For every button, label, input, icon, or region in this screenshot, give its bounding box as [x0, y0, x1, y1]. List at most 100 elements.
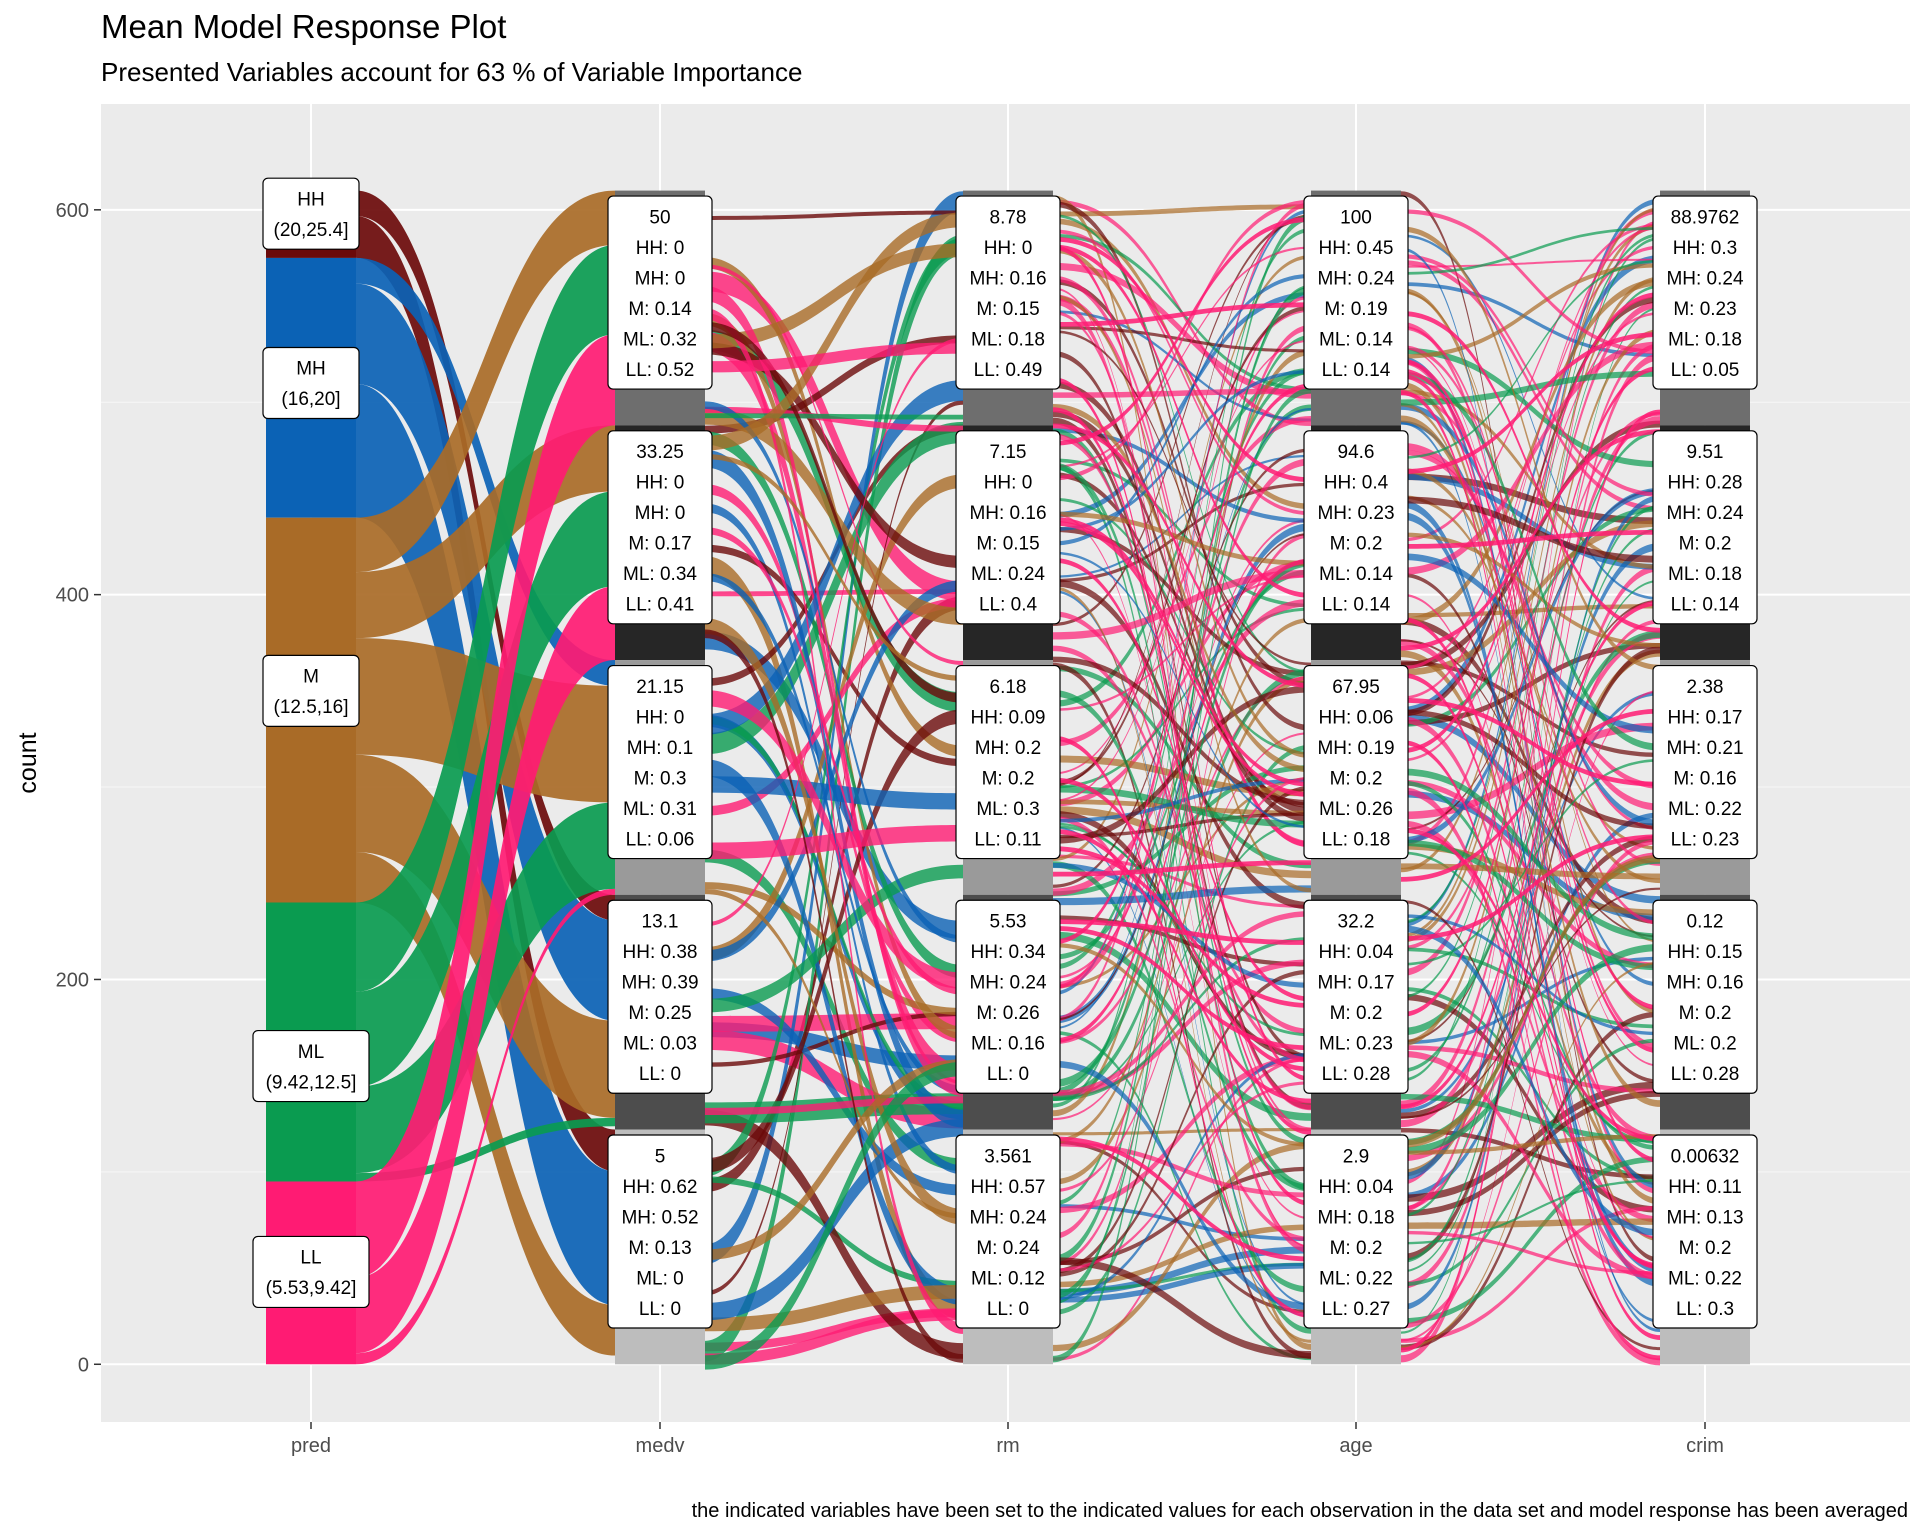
flow-strand [1053, 428, 1311, 523]
flow-strand [705, 824, 963, 860]
label-line: 21.15 [636, 677, 684, 698]
x-tick-label: rm [996, 1435, 1019, 1457]
flow-strand [1401, 254, 1660, 497]
flow-strand [1401, 961, 1660, 1349]
flow-strand [1053, 458, 1311, 990]
flow-strand [705, 544, 963, 767]
label-line: M: 0.25 [628, 1003, 691, 1024]
label-line: 5 [655, 1146, 666, 1167]
label-line: M: 0.14 [628, 299, 692, 320]
chart-title: Mean Model Response Plot [101, 8, 506, 45]
label-line: ML: 0.3 [976, 799, 1039, 820]
flow-strand [1053, 668, 1311, 1101]
label-line: HH: 0.3 [1673, 238, 1737, 259]
flow-strand [1401, 947, 1660, 1029]
flow-strand [1401, 1230, 1660, 1275]
x-tick-label: age [1339, 1435, 1372, 1457]
flow-strand [1053, 885, 1311, 906]
flow-strand [1401, 311, 1660, 633]
stratum-label: 100 HH: 0.45 MH: 0.24 M: 0.19 ML: 0.14 LL: 0.… [1303, 195, 1409, 390]
stratum-label: 7.15 HH: 0 MH: 0.16 M: 0.15 ML: 0.24 LL: 0.4 [955, 430, 1061, 625]
label-line: M: 0.2 [1679, 1003, 1732, 1024]
flow-strand [1053, 482, 1311, 583]
label-line: LL [300, 1248, 321, 1269]
label-line: HH: 0 [636, 473, 685, 494]
label-box [1303, 664, 1409, 860]
flow-strand [1053, 617, 1311, 1144]
label-line: 0.12 [1687, 912, 1724, 933]
flow-strand [705, 453, 963, 681]
flow-strand [705, 580, 963, 962]
label-line: 32.2 [1338, 912, 1375, 933]
flow-strand [1053, 558, 1311, 1088]
label-line: LL: 0.28 [1322, 1064, 1391, 1085]
flow-strand [1401, 373, 1660, 1163]
flow-strand [705, 1284, 963, 1332]
flow-strand [1053, 305, 1311, 786]
flow-strand [1053, 919, 1311, 946]
flow-strand [1053, 785, 1311, 828]
label-line: 94.6 [1338, 442, 1375, 463]
flow-ribbon [356, 190, 615, 573]
label-line: MH: 0.24 [969, 1207, 1047, 1228]
flow-ribbon [356, 257, 615, 686]
label-line: HH: 0.28 [1668, 473, 1743, 494]
flow-strand [705, 212, 963, 451]
flow-strand [705, 380, 963, 735]
flow-strand [1401, 430, 1660, 1073]
label-line: ML: 0.12 [971, 1268, 1045, 1289]
label-line: 7.15 [990, 442, 1027, 463]
flow-strand [1401, 600, 1660, 1110]
flow-strand [1053, 423, 1311, 689]
flow-strand [1053, 520, 1311, 798]
label-line: LL: 0.14 [1322, 595, 1391, 616]
flow-strand [1401, 495, 1660, 1311]
flow-strand [1401, 420, 1660, 670]
flow-strand [1053, 1166, 1311, 1266]
flow-strand [1401, 852, 1660, 1162]
label-line: MH: 0.18 [1317, 1207, 1394, 1228]
flow-ribbon [356, 245, 615, 992]
label-line: ML: 0.14 [1319, 564, 1393, 585]
flow-strand [1401, 301, 1660, 977]
flow-strand [1053, 278, 1311, 688]
label-line: 2.38 [1687, 677, 1724, 698]
label-line: LL: 0.14 [1322, 360, 1391, 381]
flow-strand [1053, 292, 1311, 518]
flow-strand [1053, 656, 1311, 806]
label-line: MH: 0.13 [1666, 1207, 1743, 1228]
flow-strand [1053, 611, 1311, 1063]
flow-strand [705, 243, 963, 349]
flow-strand [1053, 310, 1311, 422]
stratum-label: 5.53 HH: 0.34 MH: 0.24 M: 0.26 ML: 0.16 LL: 0 [955, 899, 1061, 1094]
flow-strand [1401, 925, 1660, 1236]
flow-strand [1401, 1218, 1660, 1229]
label-line: HH: 0.4 [1324, 473, 1389, 494]
x-tick-label: pred [291, 1435, 331, 1457]
flow-strand [1053, 408, 1311, 1030]
flow-strand [705, 715, 963, 1110]
flow-strand [705, 342, 963, 373]
flow-strand [1053, 776, 1311, 1193]
flow-strand [1053, 777, 1311, 1072]
label-line: M: 0.13 [628, 1238, 691, 1259]
y-axis: 0 200 400 600 [56, 200, 101, 1376]
pred-label: M (12.5,16] [262, 654, 360, 727]
label-box [607, 1134, 713, 1329]
flow-strand [705, 401, 963, 943]
flow-strand [1053, 1055, 1311, 1214]
flow-strand [705, 849, 963, 1172]
flow-strand [1053, 1139, 1311, 1314]
flow-strand [1053, 1141, 1311, 1198]
label-line: 33.25 [636, 442, 684, 463]
flow-strand [1401, 504, 1660, 1264]
label-line: MH: 0.17 [1317, 973, 1394, 994]
flow-strand [1053, 218, 1311, 510]
label-box [252, 1235, 370, 1309]
flow-strand [1401, 389, 1660, 570]
label-line: ML [298, 1042, 324, 1063]
flow-strand [1401, 553, 1660, 734]
label-line: MH: 0.24 [1317, 268, 1395, 289]
flow-strand [1053, 217, 1311, 446]
label-line: LL: 0.18 [1322, 829, 1391, 850]
